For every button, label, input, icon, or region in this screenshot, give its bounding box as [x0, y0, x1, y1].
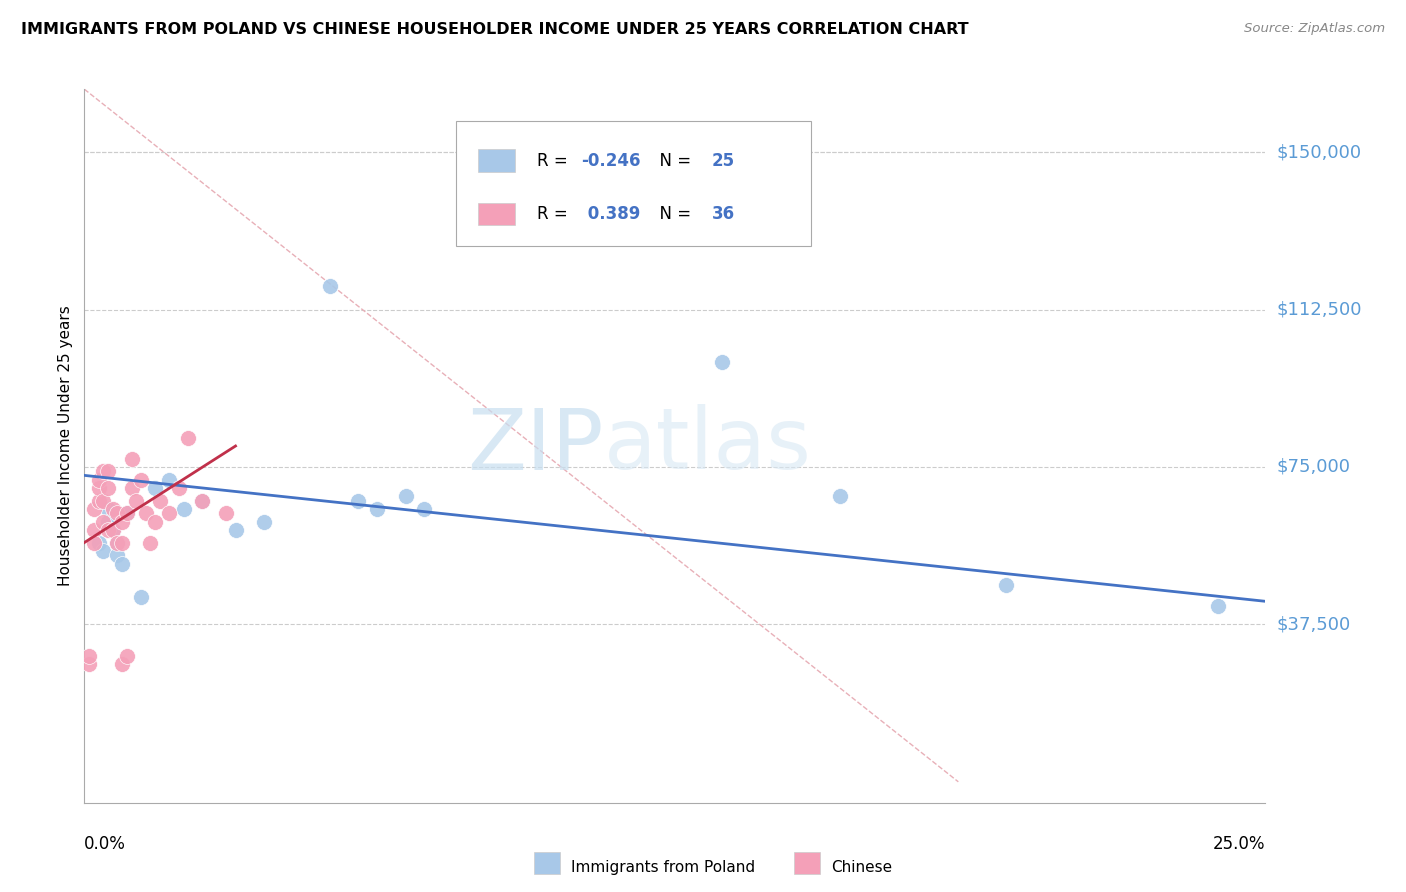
Point — [97, 523, 120, 537]
Point — [111, 535, 134, 549]
Point — [97, 464, 120, 478]
Text: Immigrants from Poland: Immigrants from Poland — [571, 860, 755, 874]
Point — [115, 506, 138, 520]
Point — [366, 502, 388, 516]
Point — [107, 506, 129, 520]
Point — [994, 577, 1017, 591]
Point — [97, 502, 120, 516]
Point — [101, 523, 124, 537]
Text: 36: 36 — [711, 205, 734, 223]
Point — [91, 515, 114, 529]
FancyBboxPatch shape — [457, 121, 811, 246]
Text: R =: R = — [537, 152, 572, 169]
Point — [143, 481, 166, 495]
Text: -0.246: -0.246 — [582, 152, 641, 169]
Point — [157, 473, 180, 487]
Point — [87, 493, 110, 508]
Text: $112,500: $112,500 — [1277, 301, 1362, 318]
Point — [191, 493, 214, 508]
Point — [77, 657, 100, 672]
FancyBboxPatch shape — [478, 149, 516, 172]
Point — [121, 451, 143, 466]
Point — [225, 523, 247, 537]
Text: ZIP: ZIP — [468, 404, 605, 488]
Point — [87, 473, 110, 487]
Point — [413, 502, 436, 516]
Point — [129, 590, 152, 604]
Point — [83, 523, 105, 537]
Point — [97, 481, 120, 495]
Point — [111, 557, 134, 571]
Point — [173, 502, 195, 516]
Text: R =: R = — [537, 205, 572, 223]
Point — [107, 535, 129, 549]
Text: $75,000: $75,000 — [1277, 458, 1351, 476]
Point — [115, 506, 138, 520]
Point — [167, 481, 190, 495]
Point — [149, 493, 172, 508]
Point — [121, 481, 143, 495]
Point — [129, 473, 152, 487]
Text: 25: 25 — [711, 152, 734, 169]
Text: $150,000: $150,000 — [1277, 143, 1361, 161]
Point — [1206, 599, 1229, 613]
Point — [111, 657, 134, 672]
Point — [97, 515, 120, 529]
Text: atlas: atlas — [605, 404, 813, 488]
Text: N =: N = — [650, 205, 696, 223]
Text: 25.0%: 25.0% — [1213, 835, 1265, 853]
Point — [91, 464, 114, 478]
Point — [101, 523, 124, 537]
Point — [394, 489, 416, 503]
Point — [139, 535, 162, 549]
Point — [125, 493, 148, 508]
Point — [253, 515, 276, 529]
Point — [87, 481, 110, 495]
Text: IMMIGRANTS FROM POLAND VS CHINESE HOUSEHOLDER INCOME UNDER 25 YEARS CORRELATION : IMMIGRANTS FROM POLAND VS CHINESE HOUSEH… — [21, 22, 969, 37]
Point — [830, 489, 852, 503]
Text: 0.389: 0.389 — [582, 205, 640, 223]
Point — [111, 515, 134, 529]
Point — [711, 355, 734, 369]
Point — [191, 493, 214, 508]
Point — [215, 506, 238, 520]
Point — [83, 502, 105, 516]
Point — [87, 535, 110, 549]
Point — [101, 502, 124, 516]
Text: Source: ZipAtlas.com: Source: ZipAtlas.com — [1244, 22, 1385, 36]
Point — [107, 548, 129, 562]
Y-axis label: Householder Income Under 25 years: Householder Income Under 25 years — [58, 306, 73, 586]
Point — [77, 648, 100, 663]
Text: $37,500: $37,500 — [1277, 615, 1351, 633]
Point — [107, 535, 129, 549]
Text: N =: N = — [650, 152, 696, 169]
Point — [177, 431, 200, 445]
Point — [157, 506, 180, 520]
Point — [83, 535, 105, 549]
Point — [143, 515, 166, 529]
Point — [91, 493, 114, 508]
Point — [91, 544, 114, 558]
Text: 0.0%: 0.0% — [84, 835, 127, 853]
Text: Chinese: Chinese — [831, 860, 891, 874]
Point — [319, 279, 342, 293]
Point — [347, 493, 370, 508]
Point — [115, 648, 138, 663]
Point — [135, 506, 157, 520]
FancyBboxPatch shape — [478, 202, 516, 226]
